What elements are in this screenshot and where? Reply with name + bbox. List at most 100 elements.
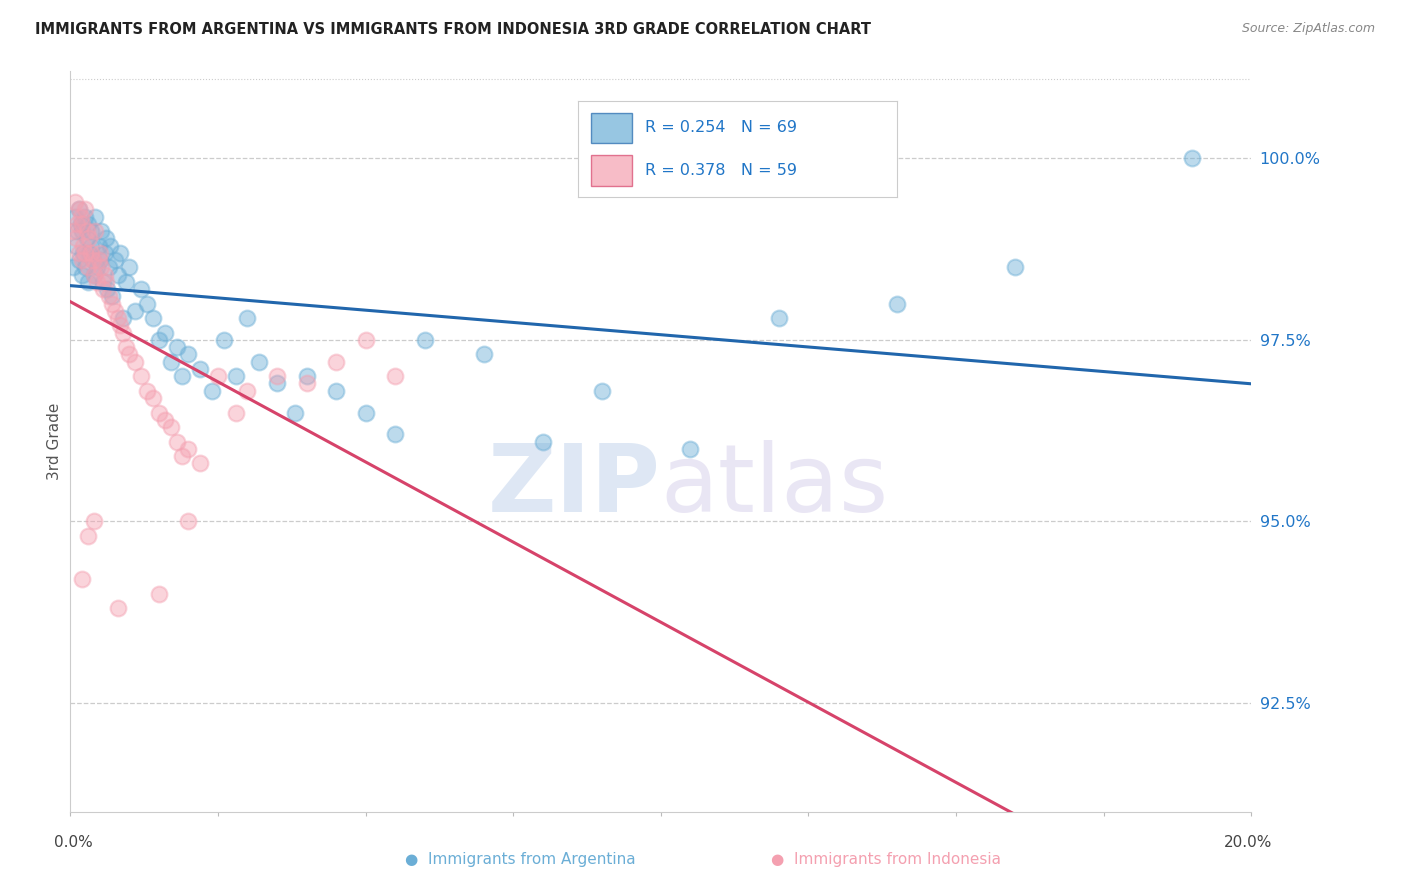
- Text: R = 0.378   N = 59: R = 0.378 N = 59: [645, 162, 797, 178]
- Point: [90, 224, 112, 238]
- Point: [70, 217, 93, 231]
- Point: [70, 210, 93, 224]
- Point: [97, 260, 120, 275]
- Point: [62, 224, 84, 238]
- Point: [67, 202, 90, 217]
- Point: [166, 434, 188, 449]
- Point: [177, 515, 200, 529]
- Point: [384, 369, 406, 384]
- Point: [77, 217, 100, 231]
- Point: [295, 376, 318, 391]
- Point: [295, 369, 318, 384]
- Point: [87, 238, 110, 252]
- Point: [89, 245, 111, 260]
- Point: [384, 427, 406, 442]
- Point: [188, 362, 211, 376]
- Point: [207, 369, 229, 384]
- Point: [83, 515, 105, 529]
- Point: [188, 456, 211, 470]
- Point: [94, 275, 117, 289]
- Point: [70, 224, 93, 238]
- Point: [77, 275, 100, 289]
- Point: [62, 260, 84, 275]
- Point: [66, 224, 89, 238]
- Point: [104, 304, 127, 318]
- Text: Source: ZipAtlas.com: Source: ZipAtlas.com: [1241, 22, 1375, 36]
- Point: [1181, 152, 1204, 166]
- Point: [75, 245, 96, 260]
- Point: [236, 311, 259, 326]
- Point: [172, 369, 194, 384]
- Point: [354, 333, 377, 347]
- Y-axis label: 3rd Grade: 3rd Grade: [46, 403, 62, 480]
- Text: IMMIGRANTS FROM ARGENTINA VS IMMIGRANTS FROM INDONESIA 3RD GRADE CORRELATION CHA: IMMIGRANTS FROM ARGENTINA VS IMMIGRANTS …: [35, 22, 872, 37]
- Point: [136, 296, 159, 310]
- Text: 0.0%: 0.0%: [53, 836, 93, 850]
- Point: [159, 354, 181, 368]
- Point: [67, 245, 90, 260]
- Point: [118, 260, 141, 275]
- Point: [77, 245, 100, 260]
- Point: [87, 253, 110, 268]
- Point: [63, 194, 86, 209]
- Point: [177, 442, 200, 456]
- Point: [75, 260, 96, 275]
- Point: [325, 384, 347, 398]
- Point: [83, 268, 105, 282]
- Point: [266, 376, 288, 391]
- Point: [91, 275, 114, 289]
- Point: [100, 296, 122, 310]
- Point: [107, 268, 129, 282]
- Point: [84, 224, 107, 238]
- Point: [148, 333, 170, 347]
- Point: [75, 202, 96, 217]
- Point: [107, 311, 129, 326]
- Point: [86, 260, 108, 275]
- Point: [75, 210, 96, 224]
- Point: [82, 253, 104, 268]
- Text: ●  Immigrants from Indonesia: ● Immigrants from Indonesia: [770, 852, 1001, 867]
- Point: [80, 238, 103, 252]
- Point: [153, 413, 176, 427]
- Point: [142, 311, 165, 326]
- Point: [236, 384, 259, 398]
- Point: [768, 311, 790, 326]
- Point: [93, 268, 115, 282]
- Point: [91, 282, 114, 296]
- Point: [118, 347, 141, 361]
- Point: [77, 260, 100, 275]
- Point: [129, 282, 152, 296]
- Point: [413, 333, 436, 347]
- Point: [1004, 260, 1026, 275]
- Point: [80, 245, 103, 260]
- Point: [201, 384, 224, 398]
- Point: [212, 333, 235, 347]
- Point: [77, 231, 100, 245]
- Point: [104, 253, 127, 268]
- Point: [67, 253, 90, 268]
- Point: [124, 354, 146, 368]
- Point: [112, 311, 135, 326]
- Point: [84, 210, 107, 224]
- Point: [70, 268, 93, 282]
- Point: [107, 601, 129, 615]
- Point: [225, 369, 247, 384]
- Point: [67, 202, 90, 217]
- Point: [70, 217, 93, 231]
- Text: ZIP: ZIP: [488, 440, 661, 532]
- Point: [172, 449, 194, 463]
- Point: [65, 238, 87, 252]
- Point: [325, 354, 347, 368]
- Point: [115, 340, 138, 354]
- Point: [66, 217, 89, 231]
- Point: [100, 289, 122, 303]
- Point: [89, 253, 111, 268]
- Text: ●  Immigrants from Argentina: ● Immigrants from Argentina: [405, 852, 636, 867]
- Point: [225, 405, 247, 419]
- Point: [70, 253, 93, 268]
- Point: [886, 296, 908, 310]
- Point: [354, 405, 377, 419]
- Point: [96, 282, 118, 296]
- Bar: [591, 155, 633, 186]
- Point: [77, 529, 100, 543]
